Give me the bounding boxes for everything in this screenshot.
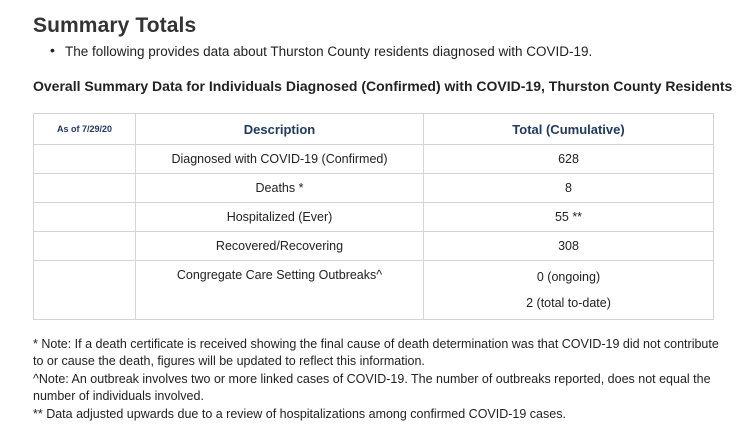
summary-table: As of 7/29/20 Description Total (Cumulat… xyxy=(33,113,714,320)
table-title: Overall Summary Data for Individuals Dia… xyxy=(33,78,733,94)
table-cell-empty xyxy=(33,202,136,232)
footnote-outbreaks: ^Note: An outbreak involves two or more … xyxy=(33,371,711,404)
table-cell-empty xyxy=(33,173,136,203)
table-cell-empty xyxy=(33,144,136,174)
table-cell-empty xyxy=(33,231,136,261)
date-header: As of 7/29/20 xyxy=(33,113,136,145)
table-row: Hospitalized (Ever) 55 ** xyxy=(33,202,714,232)
outbreaks-total: 2 (total to-date) xyxy=(526,296,611,310)
row-total: 628 xyxy=(423,144,714,174)
row-total: 55 ** xyxy=(423,202,714,232)
bullet-icon: • xyxy=(50,42,55,58)
row-description: Recovered/Recovering xyxy=(135,231,424,261)
row-description: Congregate Care Setting Outbreaks^ xyxy=(135,260,424,320)
footnote-deaths: * Note: If a death certificate is receiv… xyxy=(33,337,719,369)
row-total: 308 xyxy=(423,231,714,261)
table-row: Recovered/Recovering 308 xyxy=(33,231,714,261)
outbreaks-ongoing: 0 (ongoing) xyxy=(536,270,601,284)
row-description: Diagnosed with COVID-19 (Confirmed) xyxy=(135,144,424,174)
table-cell-empty xyxy=(33,260,136,320)
total-header: Total (Cumulative) xyxy=(423,113,714,145)
table-row: Diagnosed with COVID-19 (Confirmed) 628 xyxy=(33,144,714,174)
page-title: Summary Totals xyxy=(33,14,197,37)
row-description: Deaths * xyxy=(135,173,424,203)
row-total: 0 (ongoing) 2 (total to-date) xyxy=(423,260,714,320)
table-row: Deaths * 8 xyxy=(33,173,714,203)
row-total: 8 xyxy=(423,173,714,203)
table-row: Congregate Care Setting Outbreaks^ 0 (on… xyxy=(33,260,714,320)
row-description: Hospitalized (Ever) xyxy=(135,202,424,232)
intro-text: The following provides data about Thurst… xyxy=(65,44,593,59)
footnotes: * Note: If a death certificate is receiv… xyxy=(33,336,723,423)
table-header-row: As of 7/29/20 Description Total (Cumulat… xyxy=(33,113,714,145)
footnote-hospitalizations: ** Data adjusted upwards due to a review… xyxy=(33,406,566,421)
description-header: Description xyxy=(135,113,424,145)
